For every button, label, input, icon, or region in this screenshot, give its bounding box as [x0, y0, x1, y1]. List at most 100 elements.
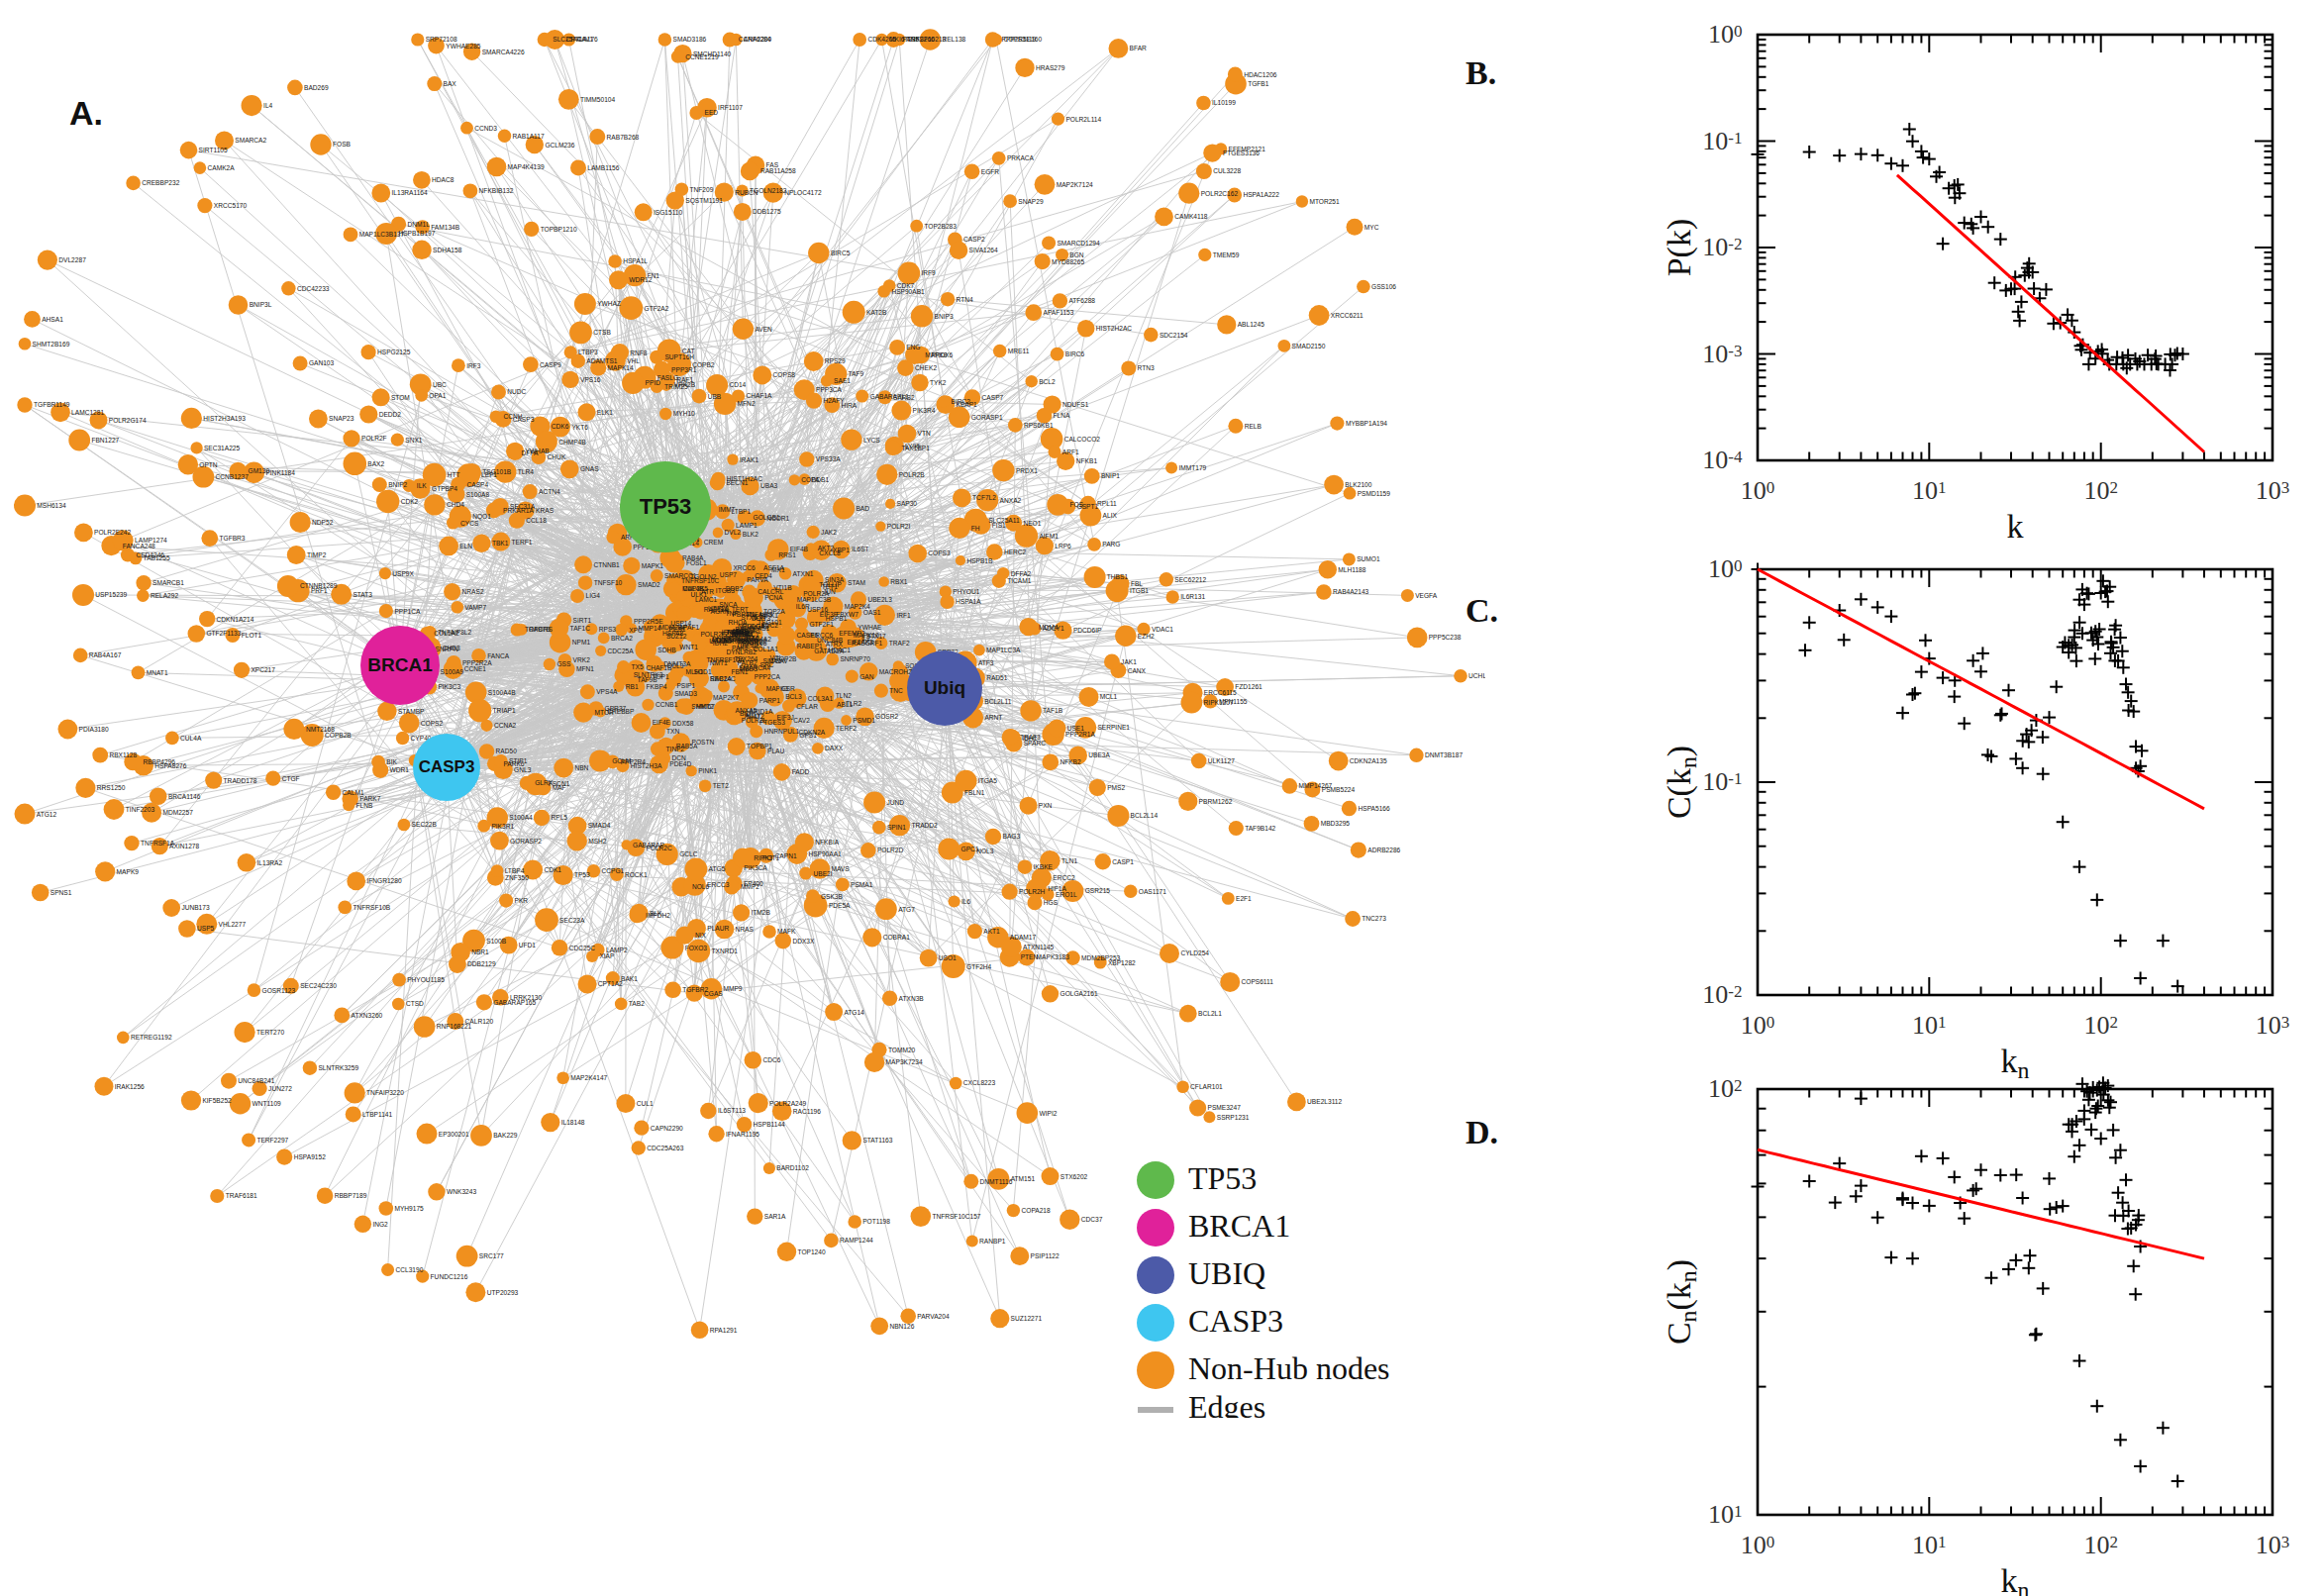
svg-text:PDIA3180: PDIA3180	[79, 726, 109, 733]
svg-text:RRS1250: RRS1250	[97, 784, 126, 791]
svg-text:TLR2: TLR2	[846, 700, 861, 707]
svg-text:DNMT3A: DNMT3A	[663, 660, 691, 667]
svg-text:COPB2B: COPB2B	[325, 732, 352, 739]
svg-text:FAM134B: FAM134B	[431, 224, 460, 231]
svg-text:CUL4A: CUL4A	[180, 735, 202, 742]
svg-text:CAT: CAT	[682, 348, 695, 354]
svg-text:S100A9: S100A9	[441, 668, 464, 675]
svg-text:COL1A2: COL1A2	[434, 630, 459, 637]
svg-text:NUDC: NUDC	[507, 388, 526, 395]
svg-text:VHL: VHL	[627, 357, 640, 364]
svg-text:RAD51: RAD51	[986, 674, 1008, 681]
svg-text:MLH1188: MLH1188	[1338, 566, 1365, 573]
svg-text:AIFM1: AIFM1	[1039, 533, 1059, 540]
svg-text:EED: EED	[705, 109, 719, 116]
svg-text:HRAS279: HRAS279	[1036, 64, 1065, 71]
svg-text:TAF9: TAF9	[849, 370, 864, 377]
svg-text:CANX: CANX	[1128, 667, 1147, 674]
svg-text:PRKACA: PRKACA	[1007, 154, 1035, 161]
svg-text:CUL1: CUL1	[637, 1100, 654, 1107]
svg-text:IL18148: IL18148	[561, 1119, 585, 1126]
svg-text:ABL1245: ABL1245	[1238, 321, 1264, 328]
svg-text:FADD: FADD	[792, 768, 810, 775]
svg-text:TAF1B: TAF1B	[1043, 707, 1063, 714]
svg-text:CD14: CD14	[729, 381, 746, 388]
svg-text:CHMP4B: CHMP4B	[558, 439, 586, 446]
svg-text:SMARCA2: SMARCA2	[235, 137, 266, 144]
svg-text:TERT270: TERT270	[256, 1029, 284, 1036]
svg-text:HIST2H2AC: HIST2H2AC	[1096, 325, 1133, 332]
svg-text:HSPG2125: HSPG2125	[377, 349, 411, 355]
svg-text:RETREG1192: RETREG1192	[131, 1034, 172, 1041]
svg-text:SIVA1264: SIVA1264	[969, 247, 999, 253]
svg-text:XPC217: XPC217	[251, 666, 275, 673]
svg-text:SQSTM1191: SQSTM1191	[685, 197, 723, 205]
svg-text:HSPA5166: HSPA5166	[1359, 805, 1390, 812]
svg-text:ISG15110: ISG15110	[654, 209, 683, 216]
svg-text:DDX58: DDX58	[672, 720, 694, 727]
svg-text:TICAM1: TICAM1	[1007, 577, 1032, 584]
svg-text:PAK1: PAK1	[732, 645, 749, 651]
svg-text:MBD3295: MBD3295	[1321, 820, 1351, 827]
svg-text:PARVA204: PARVA204	[917, 1313, 950, 1320]
svg-text:kn: kn	[2001, 1562, 2030, 1596]
svg-text:SPARC: SPARC	[1024, 740, 1046, 747]
svg-text:COBRA1: COBRA1	[883, 934, 910, 941]
svg-text:ULK1127: ULK1127	[1208, 757, 1235, 764]
svg-text:PSMD1159: PSMD1159	[1358, 490, 1391, 497]
svg-text:TAB2: TAB2	[629, 1000, 645, 1007]
svg-text:LIG4: LIG4	[586, 592, 601, 599]
svg-text:FOSB: FOSB	[333, 141, 352, 148]
svg-text:HSPA1L: HSPA1L	[623, 257, 648, 264]
svg-text:STX6202: STX6202	[1060, 1173, 1088, 1180]
svg-text:RBX1: RBX1	[890, 578, 908, 585]
svg-text:MAF: MAF	[553, 784, 566, 791]
svg-text:FLOT1: FLOT1	[242, 632, 262, 639]
svg-text:RBX1128: RBX1128	[109, 751, 137, 758]
svg-text:EGFR: EGFR	[981, 168, 1000, 175]
svg-text:ATXN3B: ATXN3B	[899, 995, 925, 1002]
svg-text:SLC25A11: SLC25A11	[988, 517, 1020, 524]
svg-text:TAX1BP1: TAX1BP1	[901, 445, 930, 451]
svg-text:RB1: RB1	[626, 683, 639, 690]
svg-text:GSK3B: GSK3B	[821, 893, 844, 900]
svg-text:ATF3: ATF3	[978, 659, 994, 666]
svg-text:ARF1: ARF1	[1062, 449, 1079, 455]
svg-text:RAD50: RAD50	[496, 748, 518, 754]
svg-text:STAT1163: STAT1163	[862, 1137, 892, 1144]
svg-text:STAMBP: STAMBP	[398, 708, 425, 715]
svg-text:SMAD2: SMAD2	[638, 581, 660, 588]
svg-text:SOD1: SOD1	[694, 668, 712, 675]
svg-text:BNIP3L: BNIP3L	[250, 301, 272, 308]
svg-text:DDIT3: DDIT3	[752, 615, 770, 622]
svg-text:PPP2R5E160: PPP2R5E160	[1002, 36, 1043, 43]
svg-text:MDM4: MDM4	[1039, 624, 1059, 631]
svg-text:COL3A1: COL3A1	[808, 695, 834, 702]
svg-text:RAC1196: RAC1196	[793, 1108, 821, 1115]
svg-text:TXN: TXN	[666, 728, 679, 735]
svg-text:PSMD1: PSMD1	[853, 717, 875, 724]
svg-text:SRC177: SRC177	[479, 1252, 504, 1259]
svg-text:MYH9175: MYH9175	[394, 1205, 424, 1212]
svg-text:TAB1255: TAB1255	[144, 554, 170, 561]
svg-text:UFD1: UFD1	[519, 942, 537, 948]
svg-text:TGFBR1149: TGFBR1149	[34, 401, 70, 408]
svg-text:RAF1: RAF1	[676, 376, 693, 383]
svg-text:DVL2: DVL2	[725, 529, 742, 536]
svg-text:THBS1: THBS1	[1107, 573, 1129, 580]
svg-text:TP53: TP53	[1188, 1160, 1257, 1196]
svg-text:BRCA2: BRCA2	[611, 635, 633, 642]
svg-text:TP53: TP53	[574, 871, 590, 878]
svg-text:CASP7: CASP7	[982, 394, 1004, 401]
svg-text:HDAC8: HDAC8	[432, 176, 454, 183]
svg-text:XBP1282: XBP1282	[1108, 959, 1136, 966]
svg-text:IKBKE: IKBKE	[1034, 863, 1054, 870]
svg-text:RPA1291: RPA1291	[710, 1327, 738, 1334]
svg-text:SAP30: SAP30	[897, 500, 918, 507]
svg-text:PPP5C238: PPP5C238	[1429, 634, 1462, 641]
svg-text:MSH6134: MSH6134	[37, 502, 66, 509]
svg-text:CAPN2290: CAPN2290	[651, 1125, 683, 1132]
svg-text:RTN4: RTN4	[957, 296, 973, 303]
svg-text:STAT3: STAT3	[353, 591, 372, 598]
svg-text:TINF2203: TINF2203	[126, 806, 155, 813]
